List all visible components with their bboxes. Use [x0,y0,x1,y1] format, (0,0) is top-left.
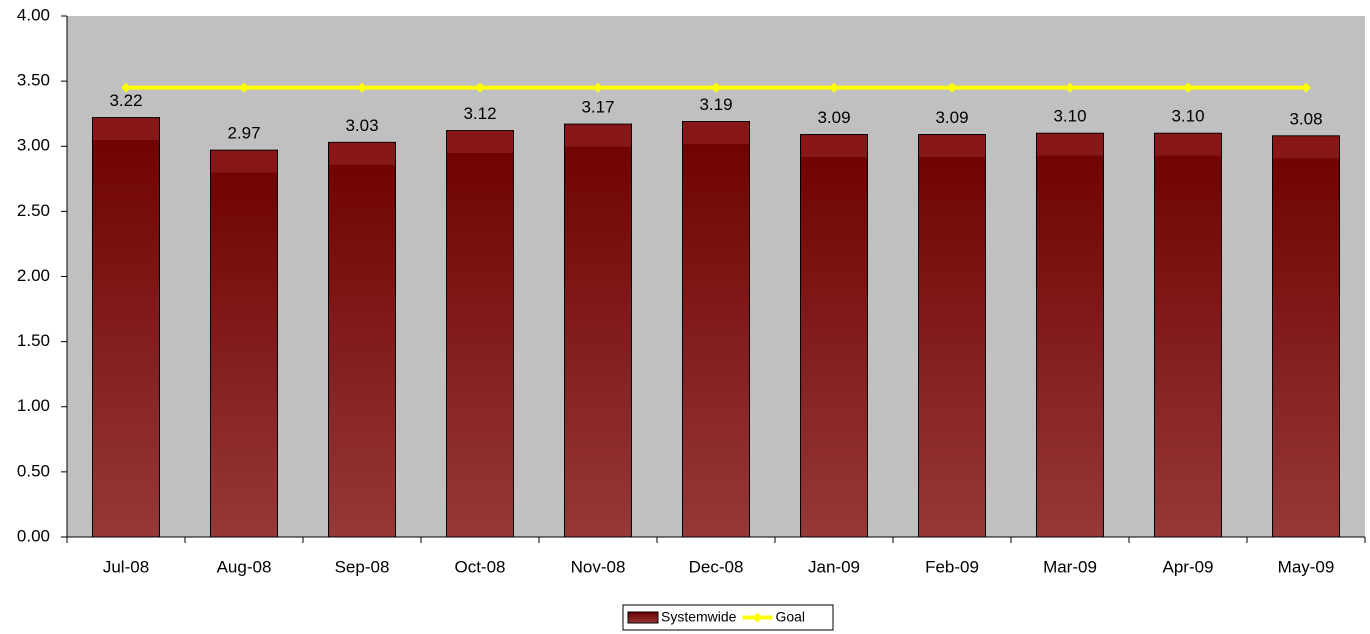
x-tick-label: Feb-09 [925,557,979,576]
data-label: 3.17 [581,98,614,117]
data-label: 3.09 [817,108,850,127]
y-tick-label: 0.00 [17,526,50,545]
bar-cap [93,118,159,141]
bar-cap [1155,133,1221,156]
legend-label: Goal [775,609,805,625]
bar [1036,132,1104,538]
y-tick-label: 2.00 [17,266,50,285]
bar-cap [683,122,749,145]
bar-cap [1037,133,1103,156]
bar [682,121,750,538]
x-tick-label: Aug-08 [217,557,272,576]
legend-marker [752,612,763,623]
x-tick-label: Jan-09 [808,557,860,576]
goal-marker [1183,82,1193,93]
y-tick-label: 1.00 [17,396,50,415]
bar [92,117,160,538]
y-tick-label: 0.50 [17,461,50,480]
x-tick-label: Nov-08 [571,557,626,576]
legend-swatch [627,611,659,624]
x-tick-label: Jul-08 [103,557,149,576]
bar-cap [211,150,277,173]
goal-marker [1301,82,1311,93]
y-tick-label: 4.00 [17,5,50,24]
data-label: 3.10 [1171,107,1204,126]
x-tick-label: Dec-08 [689,557,744,576]
bar-cap [801,135,867,158]
x-tick-label: May-09 [1278,557,1335,576]
bar-cap [1273,136,1339,159]
goal-marker [357,82,367,93]
x-tick-label: Apr-09 [1162,557,1213,576]
bar [800,134,868,538]
x-tick-label: Mar-09 [1043,557,1097,576]
data-label: 3.19 [699,95,732,114]
y-tick-label: 3.00 [17,136,50,155]
y-tick-label: 2.50 [17,201,50,220]
bar [446,130,514,538]
bar-cap [447,131,513,154]
goal-marker [1065,82,1075,93]
bar [1272,135,1340,538]
bar-cap [329,142,395,165]
goal-marker [475,82,485,93]
y-tick-label: 3.50 [17,71,50,90]
data-label: 3.09 [935,108,968,127]
bar [1154,132,1222,538]
bar [328,141,396,538]
goal-marker [239,82,249,93]
goal-marker [121,82,131,93]
y-tick-label: 1.50 [17,331,50,350]
data-label: 2.97 [227,124,260,143]
data-label: 3.22 [109,91,142,110]
bar [564,123,632,538]
bar [210,149,278,538]
legend-label: Systemwide [661,609,737,625]
bar-cap [565,124,631,147]
x-tick-label: Sep-08 [335,557,390,576]
data-label: 3.10 [1053,107,1086,126]
data-label: 3.08 [1289,109,1322,128]
data-label: 3.12 [463,104,496,123]
bar [918,134,986,538]
goal-marker [711,82,721,93]
goal-marker [947,82,957,93]
x-tick-label: Oct-08 [454,557,505,576]
goal-marker [829,82,839,93]
bar-cap [919,135,985,158]
goal-marker [593,82,603,93]
data-label: 3.03 [345,116,378,135]
